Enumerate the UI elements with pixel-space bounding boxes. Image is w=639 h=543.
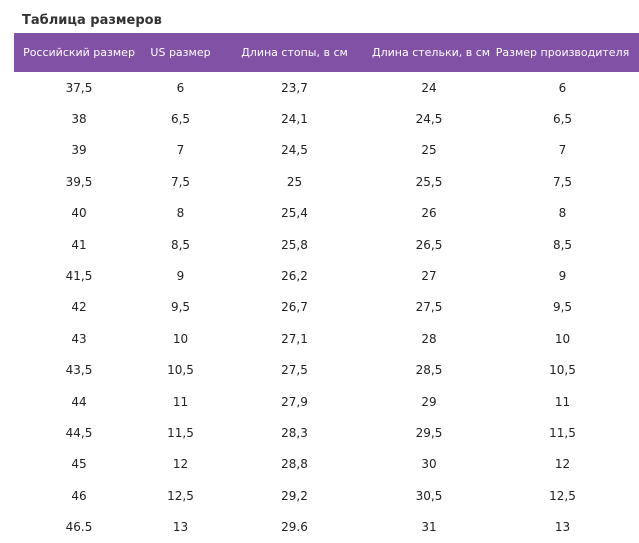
cell-manufacturer-size: 9 bbox=[558, 269, 567, 284]
table-row: 43,5 10,5 27,5 28,5 10,5 bbox=[14, 355, 639, 386]
cell-us-size: 6 bbox=[176, 80, 185, 95]
size-table: Российский размер US размер Длина стопы,… bbox=[14, 33, 639, 543]
cell-foot-length: 25 bbox=[286, 174, 303, 189]
cell-insole-length: 29,5 bbox=[415, 425, 443, 440]
cell-russian-size: 44,5 bbox=[65, 425, 93, 440]
cell-russian-size: 39,5 bbox=[65, 174, 93, 189]
cell-us-size: 12 bbox=[172, 457, 189, 472]
cell-manufacturer-size: 12 bbox=[554, 457, 571, 472]
table-row: 39 7 24,5 25 7 bbox=[14, 135, 639, 166]
cell-russian-size: 44 bbox=[71, 394, 87, 409]
cell-insole-length: 27 bbox=[421, 269, 437, 284]
column-header-russian-size: Российский размер bbox=[14, 33, 144, 72]
cell-russian-size: 41 bbox=[71, 237, 87, 252]
table-row: 45 12 28,8 30 12 bbox=[14, 449, 639, 480]
cell-manufacturer-size: 9,5 bbox=[552, 300, 573, 315]
table-row: 37,5 6 23,7 24 6 bbox=[14, 72, 639, 103]
cell-insole-length: 25,5 bbox=[415, 174, 443, 189]
cell-russian-size: 41,5 bbox=[65, 269, 93, 284]
cell-manufacturer-size: 7,5 bbox=[552, 174, 573, 189]
cell-us-size: 11,5 bbox=[167, 425, 194, 440]
cell-us-size: 13 bbox=[172, 520, 189, 535]
cell-insole-length: 28 bbox=[421, 331, 437, 346]
column-header-insole-length: Длина стельки, в см bbox=[372, 33, 490, 72]
cell-insole-length: 25 bbox=[421, 143, 437, 158]
cell-foot-length: 27,9 bbox=[281, 394, 308, 409]
table-header-row: Российский размер US размер Длина стопы,… bbox=[14, 33, 639, 72]
cell-foot-length: 27,5 bbox=[281, 363, 308, 378]
cell-russian-size: 37,5 bbox=[65, 80, 93, 95]
cell-foot-length: 29,2 bbox=[281, 488, 308, 503]
cell-foot-length: 29.6 bbox=[281, 520, 308, 535]
cell-us-size: 9,5 bbox=[170, 300, 191, 315]
cell-manufacturer-size: 13 bbox=[554, 520, 571, 535]
table-row: 46.5 13 29.6 31 13 bbox=[14, 511, 639, 542]
cell-us-size: 7,5 bbox=[170, 174, 191, 189]
table-row: 41,5 9 26,2 27 9 bbox=[14, 260, 639, 291]
cell-insole-length: 24,5 bbox=[415, 112, 443, 127]
cell-insole-length: 28,5 bbox=[415, 363, 443, 378]
cell-us-size: 12,5 bbox=[167, 488, 194, 503]
column-header-manufacturer-size: Размер производителя bbox=[486, 33, 639, 72]
cell-manufacturer-size: 11 bbox=[554, 394, 571, 409]
cell-manufacturer-size: 11,5 bbox=[549, 425, 576, 440]
cell-insole-length: 31 bbox=[421, 520, 437, 535]
cell-us-size: 9 bbox=[176, 269, 185, 284]
cell-us-size: 8,5 bbox=[170, 237, 191, 252]
cell-us-size: 8 bbox=[176, 206, 185, 221]
cell-foot-length: 26,7 bbox=[281, 300, 308, 315]
cell-us-size: 10 bbox=[172, 331, 189, 346]
cell-insole-length: 26 bbox=[421, 206, 437, 221]
table-row: 44 11 27,9 29 11 bbox=[14, 386, 639, 417]
page-title: Таблица размеров bbox=[22, 13, 162, 28]
cell-russian-size: 43,5 bbox=[65, 363, 93, 378]
cell-russian-size: 45 bbox=[71, 457, 87, 472]
cell-insole-length: 24 bbox=[421, 80, 437, 95]
cell-manufacturer-size: 8 bbox=[558, 206, 567, 221]
cell-foot-length: 25,4 bbox=[281, 206, 308, 221]
table-row: 42 9,5 26,7 27,5 9,5 bbox=[14, 292, 639, 323]
cell-foot-length: 26,2 bbox=[281, 269, 308, 284]
cell-foot-length: 25,8 bbox=[281, 237, 308, 252]
table-row: 38 6,5 24,1 24,5 6,5 bbox=[14, 103, 639, 134]
table-row: 39,5 7,5 25 25,5 7,5 bbox=[14, 166, 639, 197]
cell-us-size: 11 bbox=[172, 394, 189, 409]
cell-manufacturer-size: 12,5 bbox=[549, 488, 576, 503]
cell-russian-size: 42 bbox=[71, 300, 87, 315]
column-header-us-size: US размер bbox=[144, 33, 217, 72]
cell-manufacturer-size: 6 bbox=[558, 80, 567, 95]
cell-insole-length: 29 bbox=[421, 394, 437, 409]
cell-foot-length: 28,3 bbox=[281, 425, 308, 440]
cell-us-size: 6,5 bbox=[170, 112, 191, 127]
cell-foot-length: 24,1 bbox=[281, 112, 308, 127]
cell-manufacturer-size: 10 bbox=[554, 331, 571, 346]
cell-us-size: 10,5 bbox=[167, 363, 194, 378]
table-row: 40 8 25,4 26 8 bbox=[14, 198, 639, 229]
cell-manufacturer-size: 8,5 bbox=[552, 237, 573, 252]
cell-insole-length: 30 bbox=[421, 457, 437, 472]
cell-insole-length: 30,5 bbox=[415, 488, 443, 503]
cell-insole-length: 26,5 bbox=[415, 237, 443, 252]
cell-us-size: 7 bbox=[176, 143, 185, 158]
cell-foot-length: 28,8 bbox=[281, 457, 308, 472]
cell-insole-length: 27,5 bbox=[415, 300, 443, 315]
table-row: 44,5 11,5 28,3 29,5 11,5 bbox=[14, 417, 639, 448]
cell-foot-length: 27,1 bbox=[281, 331, 308, 346]
table-row: 46 12,5 29,2 30,5 12,5 bbox=[14, 480, 639, 511]
cell-manufacturer-size: 10,5 bbox=[549, 363, 576, 378]
cell-russian-size: 38 bbox=[71, 112, 87, 127]
cell-russian-size: 39 bbox=[71, 143, 87, 158]
cell-manufacturer-size: 6,5 bbox=[552, 112, 573, 127]
table-body: 37,5 6 23,7 24 6 38 6,5 24,1 24,5 6,5 39 7 24,5 25 7 39… bbox=[14, 72, 639, 543]
cell-russian-size: 40 bbox=[71, 206, 87, 221]
cell-foot-length: 23,7 bbox=[281, 80, 308, 95]
cell-foot-length: 24,5 bbox=[281, 143, 308, 158]
column-header-foot-length: Длина стопы, в см bbox=[217, 33, 372, 72]
table-row: 41 8,5 25,8 26,5 8,5 bbox=[14, 229, 639, 260]
cell-russian-size: 46.5 bbox=[65, 520, 93, 535]
cell-manufacturer-size: 7 bbox=[558, 143, 567, 158]
table-row: 43 10 27,1 28 10 bbox=[14, 323, 639, 354]
cell-russian-size: 46 bbox=[71, 488, 87, 503]
cell-russian-size: 43 bbox=[71, 331, 87, 346]
